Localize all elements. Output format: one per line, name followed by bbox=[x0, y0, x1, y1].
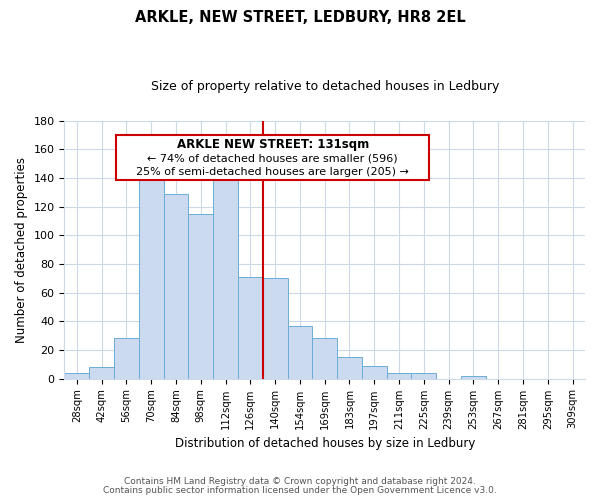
Text: 25% of semi-detached houses are larger (205) →: 25% of semi-detached houses are larger (… bbox=[136, 167, 409, 177]
Text: ARKLE, NEW STREET, LEDBURY, HR8 2EL: ARKLE, NEW STREET, LEDBURY, HR8 2EL bbox=[134, 10, 466, 25]
Bar bbox=[412, 373, 436, 378]
Bar bbox=[263, 278, 287, 378]
Bar bbox=[461, 376, 486, 378]
Bar bbox=[89, 367, 114, 378]
Bar bbox=[114, 338, 139, 378]
Bar bbox=[362, 366, 386, 378]
Bar bbox=[188, 214, 213, 378]
Title: Size of property relative to detached houses in Ledbury: Size of property relative to detached ho… bbox=[151, 80, 499, 93]
Bar bbox=[64, 373, 89, 378]
Bar bbox=[313, 338, 337, 378]
Bar bbox=[213, 178, 238, 378]
Bar bbox=[238, 277, 263, 378]
Bar bbox=[337, 357, 362, 378]
Bar bbox=[386, 373, 412, 378]
Text: ← 74% of detached houses are smaller (596): ← 74% of detached houses are smaller (59… bbox=[148, 153, 398, 163]
Bar bbox=[139, 170, 164, 378]
Text: ARKLE NEW STREET: 131sqm: ARKLE NEW STREET: 131sqm bbox=[176, 138, 369, 151]
Bar bbox=[164, 194, 188, 378]
Bar bbox=[287, 326, 313, 378]
Text: Contains public sector information licensed under the Open Government Licence v3: Contains public sector information licen… bbox=[103, 486, 497, 495]
Y-axis label: Number of detached properties: Number of detached properties bbox=[15, 156, 28, 342]
Text: Contains HM Land Registry data © Crown copyright and database right 2024.: Contains HM Land Registry data © Crown c… bbox=[124, 477, 476, 486]
X-axis label: Distribution of detached houses by size in Ledbury: Distribution of detached houses by size … bbox=[175, 437, 475, 450]
FancyBboxPatch shape bbox=[116, 134, 429, 180]
